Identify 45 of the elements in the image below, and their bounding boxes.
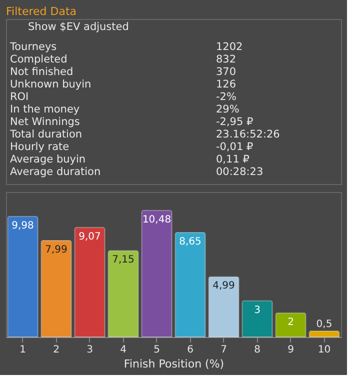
- text: 0,11 ₽: [216, 154, 250, 166]
- text: Tourneys: [9, 41, 57, 53]
- x-tick-label: 8: [254, 344, 260, 356]
- text: In the money: [10, 104, 80, 116]
- text: Not finished: [10, 66, 74, 78]
- text: 370: [216, 66, 236, 78]
- data-label: 7,15: [112, 254, 134, 266]
- data-label: 10,48: [142, 214, 172, 226]
- x-tick-label: 4: [120, 344, 126, 356]
- data-label: 2: [288, 316, 294, 328]
- text: 1202: [216, 41, 243, 53]
- x-tick-label: 5: [154, 344, 160, 356]
- data-label: 9,98: [12, 220, 34, 232]
- text: 29%: [216, 104, 240, 116]
- text: 00:28:23: [216, 166, 264, 178]
- text: Hourly rate: [10, 141, 70, 153]
- data-label: 7,99: [45, 244, 68, 256]
- text: Show $EV adjusted: [28, 21, 129, 33]
- data-label: 3: [254, 304, 260, 316]
- chart-title: Filtered Data: [6, 5, 77, 18]
- x-tick-label: 3: [86, 344, 93, 356]
- x-tick-label: 2: [53, 344, 60, 356]
- data-label: 4,99: [212, 280, 235, 292]
- x-tick-label: 6: [187, 344, 194, 356]
- data-label: 8,65: [179, 236, 202, 248]
- text: -2%: [216, 91, 236, 103]
- x-tick-label: 7: [220, 344, 227, 356]
- x-tick-label: 1: [20, 344, 26, 356]
- data-label: 9,07: [78, 231, 101, 242]
- x-tick-label: 9: [288, 344, 294, 356]
- text: 126: [216, 78, 236, 90]
- text: -0,01 ₽: [216, 141, 254, 153]
- text: Net Winnings: [10, 116, 80, 128]
- text: ROI: [10, 91, 29, 103]
- text: Average duration: [10, 166, 101, 178]
- data-label: 0,5: [316, 318, 332, 330]
- text: Completed: [10, 54, 68, 66]
- text: Unknown buyin: [10, 78, 92, 90]
- text: Total duration: [9, 128, 82, 140]
- x-tick-label: 10: [318, 344, 331, 356]
- text: 832: [216, 54, 236, 66]
- text: -2,95 ₽: [216, 116, 254, 128]
- text: 23.16:52:26: [216, 128, 280, 140]
- text: Average buyin: [10, 154, 86, 166]
- x-axis-title: Finish Position (%): [124, 358, 224, 370]
